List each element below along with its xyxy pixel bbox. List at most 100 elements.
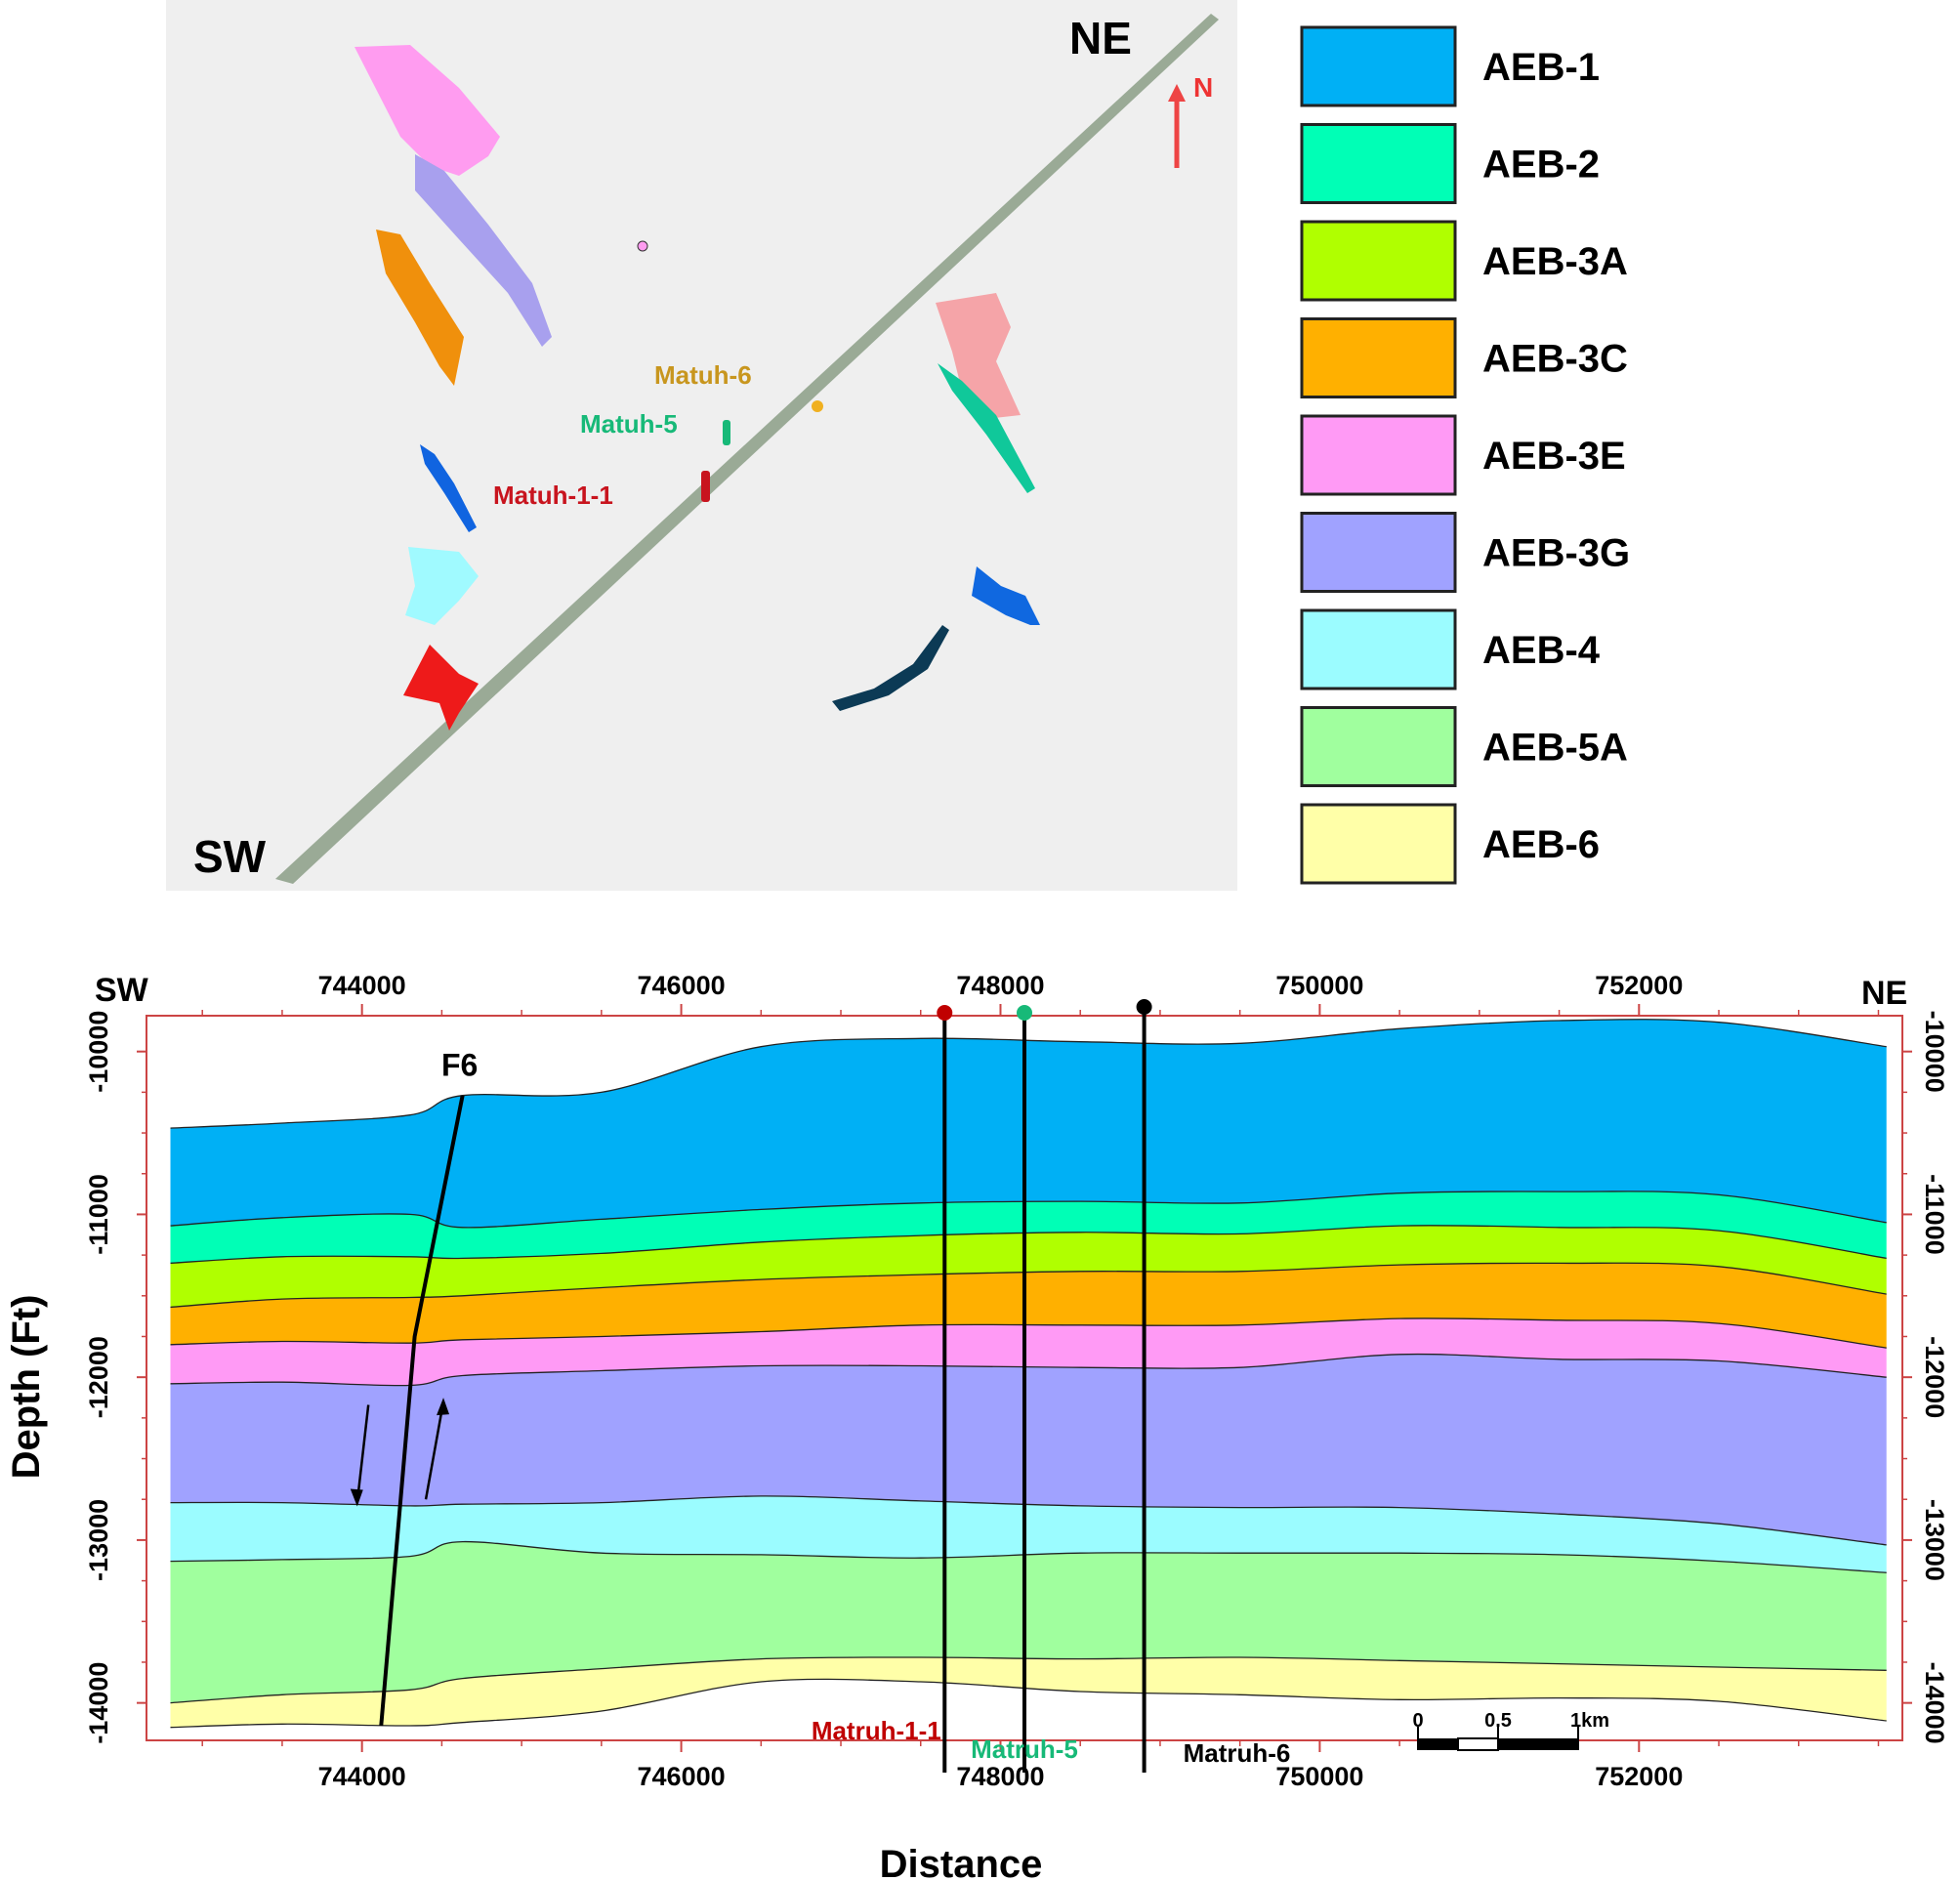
y-axis-title: Depth (Ft): [5, 1295, 48, 1480]
map-ne-label: NE: [1069, 13, 1132, 63]
horizon-line-aeb-3e: [170, 1317, 1887, 1349]
well-label-matruh-6: Matruh-6: [1184, 1738, 1291, 1768]
aeb-2-surface-east: [938, 363, 1035, 493]
y-tick-label-left: -13000: [84, 1499, 113, 1581]
map-sw-label: SW: [193, 831, 267, 882]
legend-label-aeb-3e: AEB-3E: [1482, 435, 1626, 478]
legend-label-aeb-2: AEB-2: [1482, 144, 1600, 187]
layer-aeb-4: [170, 1495, 1887, 1573]
fault-line-f6: [379, 1095, 465, 1727]
pink-marker: [637, 240, 648, 252]
axis-ticks: 744000 744000 746000 746000 748000 748000 7500…: [84, 971, 1949, 1791]
scale-label-1km: 1km: [1570, 1710, 1609, 1732]
aeb-4-surface: [405, 547, 479, 625]
north-arrow-head: [1168, 84, 1186, 102]
x-tick-label-top: 746000: [638, 971, 726, 1000]
y-tick-label-right: -14000: [1920, 1662, 1949, 1744]
scale-bar-segment-1: [1418, 1738, 1458, 1750]
matuh-6-well-marker: [812, 400, 823, 412]
layer-aeb-6: [170, 1656, 1887, 1728]
horizon-line-base: [170, 1678, 1887, 1729]
matuh-5-well-marker: [723, 420, 730, 445]
fault-slip-arrowhead-down: [350, 1488, 363, 1507]
scale-bar-segment-2: [1457, 1737, 1499, 1751]
legend-swatch-aeb-3a: [1300, 220, 1457, 302]
aeb-1-surface-west: [420, 444, 477, 532]
map-well-label-matuh-1-1: Matuh-1-1: [493, 481, 613, 510]
aeb-fault-red-surface: [403, 645, 479, 731]
well-label-matruh-5: Matruh-5: [971, 1735, 1078, 1764]
y-tick-label-right: -13000: [1920, 1499, 1949, 1581]
horizon-layers: [170, 1019, 1887, 1729]
horizon-line-aeb-2: [170, 1191, 1887, 1229]
layer-aeb-3a: [170, 1225, 1887, 1308]
y-tick-label-right: -10000: [1920, 1011, 1949, 1093]
y-tick-label-right: -12000: [1920, 1336, 1949, 1418]
layer-aeb-3e: [170, 1317, 1887, 1386]
y-tick-label-left: -10000: [84, 1011, 113, 1093]
layer-aeb-3c: [170, 1263, 1887, 1349]
legend-label-aeb-3c: AEB-3C: [1482, 338, 1628, 381]
well-marker-matruh-1-1: [937, 1005, 953, 1021]
aeb-3e-surface: [354, 45, 500, 176]
well-marker-matruh-6: [1136, 999, 1152, 1015]
legend-swatch-aeb-4: [1300, 608, 1457, 690]
x-tick-label-top: 750000: [1275, 971, 1363, 1000]
x-tick-label-top: 748000: [956, 971, 1044, 1000]
legend-swatch-aeb-3g: [1300, 512, 1457, 593]
y-tick-label-left: -12000: [84, 1336, 113, 1418]
horizon-line-aeb-1: [170, 1019, 1887, 1129]
map-well-label-matuh-6: Matuh-6: [654, 360, 752, 390]
scale-label-half: 0.5: [1484, 1710, 1512, 1732]
x-axis-title: Distance: [880, 1843, 1043, 1881]
legend-swatch-aeb-5a: [1300, 706, 1457, 787]
fault-f6: F6: [350, 1048, 478, 1727]
aeb-3g-surface: [415, 154, 552, 347]
well-lines: Matruh-1-1 Matruh-5 Matruh-6: [812, 999, 1291, 1773]
fault-slip-arrowhead-up: [437, 1398, 450, 1416]
layer-aeb-3g: [170, 1354, 1887, 1545]
cross-section: 744000 744000 746000 746000 748000 748000 7500…: [5, 971, 1949, 1881]
xsec-ne-label: NE: [1861, 975, 1907, 1012]
map-background: [166, 0, 1237, 891]
legend-label-aeb-4: AEB-4: [1482, 629, 1601, 672]
layer-aeb-1: [170, 1019, 1887, 1228]
matuh-1-1-well-marker: [701, 471, 710, 502]
legend-label-aeb-3a: AEB-3A: [1482, 240, 1628, 283]
horizon-line-aeb-3g: [170, 1353, 1887, 1387]
xsec-sw-label: SW: [95, 972, 149, 1009]
legend-label-aeb-3g: AEB-3G: [1482, 532, 1630, 575]
fault-slip-arrow-up: [424, 1400, 445, 1500]
well-label-matruh-1-1: Matruh-1-1: [812, 1716, 941, 1745]
layer-aeb-2: [170, 1191, 1887, 1264]
well-marker-matruh-5: [1017, 1005, 1032, 1021]
legend-swatch-aeb-2: [1300, 123, 1457, 204]
horizon-line-aeb-3c: [170, 1262, 1887, 1309]
y-tick-label-right: -11000: [1920, 1174, 1949, 1255]
scale-bar-segment-3: [1498, 1738, 1578, 1750]
aeb-3c-surface: [376, 230, 464, 386]
legend-swatch-aeb-3c: [1300, 317, 1457, 398]
horizon-line-aeb-3a: [170, 1225, 1887, 1265]
aeb-3e-surface-east: [936, 293, 1021, 420]
map-well-label-matuh-5: Matuh-5: [580, 409, 678, 439]
x-tick-label-top: 752000: [1595, 971, 1683, 1000]
x-tick-label-bottom: 752000: [1595, 1762, 1683, 1791]
horizon-line-aeb-4: [170, 1495, 1887, 1546]
horizon-line-aeb-5a: [170, 1540, 1887, 1573]
x-tick-label-bottom: 746000: [638, 1762, 726, 1791]
x-tick-label-top: 744000: [318, 971, 406, 1000]
legend-swatch-aeb-3e: [1300, 414, 1457, 496]
layer-aeb-5a: [170, 1541, 1887, 1703]
dark-surface-east: [832, 625, 949, 711]
y-tick-label-left: -11000: [84, 1174, 113, 1255]
x-tick-label-bottom: 744000: [318, 1762, 406, 1791]
legend-label-aeb-1: AEB-1: [1482, 46, 1600, 89]
legend-label-aeb-6: AEB-6: [1482, 823, 1600, 866]
fault-label-f6: F6: [441, 1048, 478, 1083]
fault-plane-surface: [275, 14, 1219, 884]
map-view: SW NE N Matuh-6 Matuh-5 Matuh-1-1: [166, 0, 1237, 891]
horizon-line-aeb-6: [170, 1656, 1887, 1704]
north-label: N: [1193, 72, 1213, 103]
x-tick-label-bottom: 748000: [956, 1762, 1044, 1791]
